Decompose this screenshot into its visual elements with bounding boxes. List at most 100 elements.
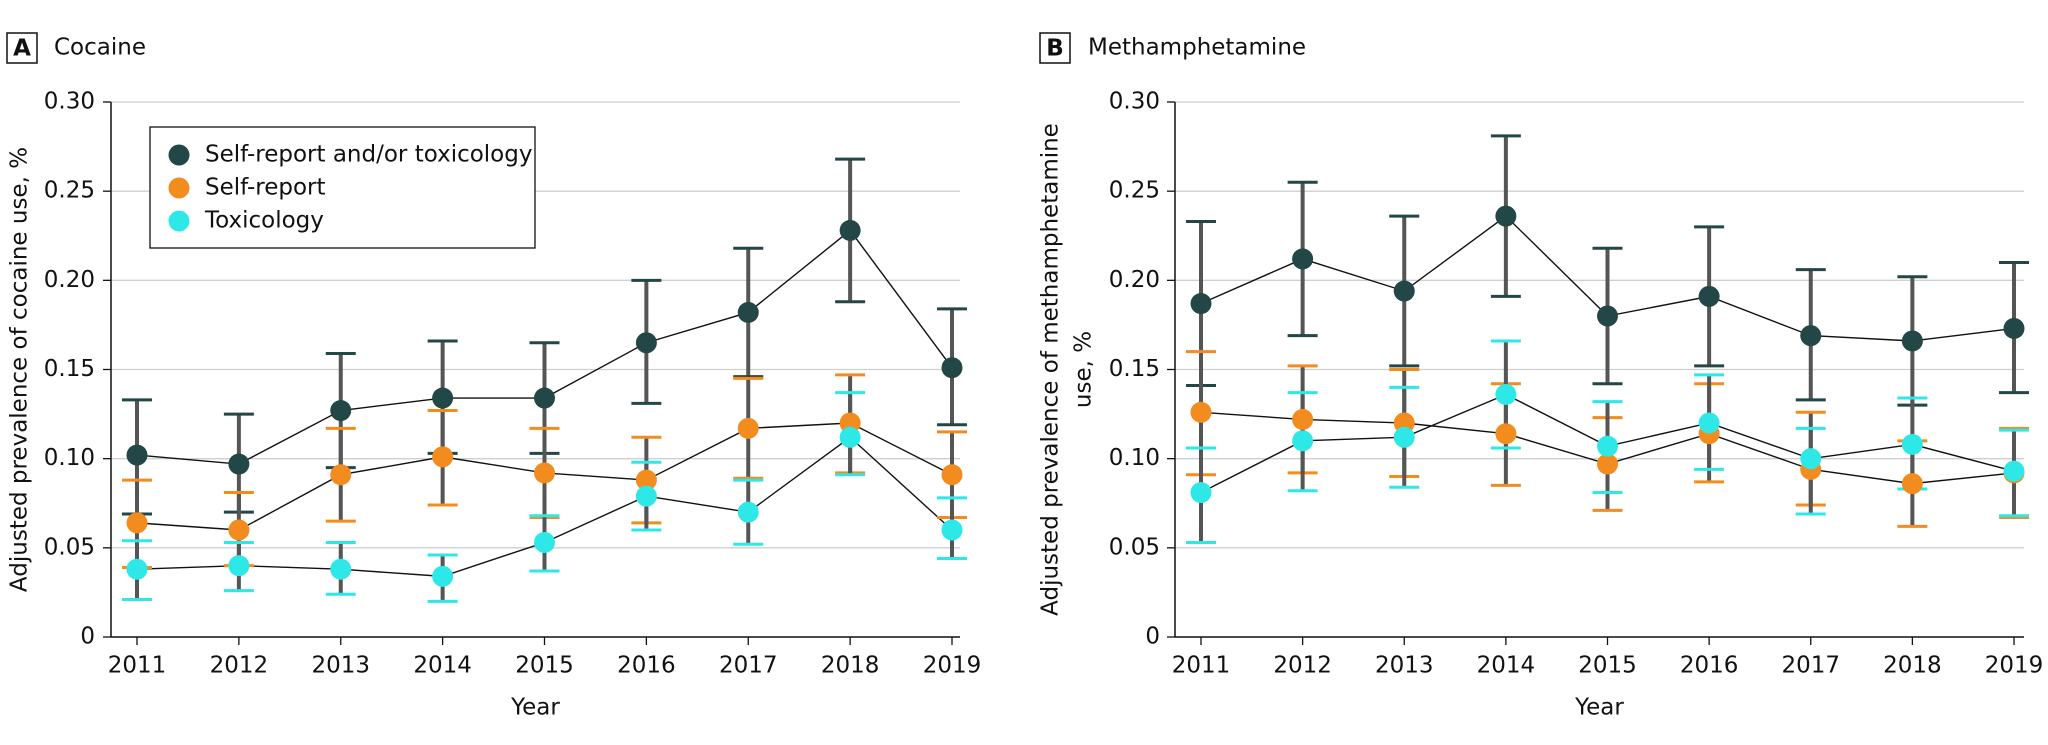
y-axis-label: use, %	[1071, 331, 1097, 408]
marker	[1901, 473, 1923, 495]
x-tick-label: 2011	[1172, 653, 1231, 679]
marker	[1901, 330, 1923, 352]
y-tick-label: 0.20	[44, 267, 95, 293]
x-tick-label: 2013	[1375, 653, 1434, 679]
marker	[2003, 460, 2025, 482]
x-tick-label: 2011	[108, 653, 167, 679]
y-tick-label: 0	[80, 624, 95, 650]
x-tick-label: 2012	[1273, 653, 1332, 679]
y-tick-label: 0.10	[44, 445, 95, 471]
marker	[228, 519, 250, 541]
x-axis-label: Year	[510, 695, 560, 721]
x-tick-label: 2016	[617, 653, 676, 679]
marker	[534, 462, 555, 484]
marker	[1495, 205, 1517, 227]
marker	[1292, 430, 1314, 452]
marker	[330, 400, 352, 422]
marker	[228, 555, 250, 577]
marker	[1393, 426, 1415, 448]
panel: A Cocaine 0 0.05 0.10 0.15 0.20 0.25 0.30 2011 201…	[6, 32, 982, 721]
marker	[228, 453, 250, 475]
panel-box	[6, 32, 38, 64]
x-tick-label: 2014	[1477, 653, 1536, 679]
marker	[534, 531, 555, 553]
marker	[432, 446, 454, 468]
legend-label: Self-report and/or toxicology	[205, 142, 532, 168]
marker	[1698, 285, 1720, 307]
x-tick-label: 2018	[821, 653, 880, 679]
marker	[432, 565, 454, 587]
y-tick-label: 0.15	[44, 356, 95, 382]
marker	[1597, 305, 1618, 327]
x-tick-label: 2015	[1578, 653, 1637, 679]
panel-title: Methamphetamine	[1088, 35, 1306, 61]
marker	[1190, 401, 1212, 423]
marker	[126, 444, 148, 466]
marker	[1190, 293, 1212, 315]
marker	[1800, 325, 1822, 347]
marker	[1800, 448, 1822, 470]
marker	[1190, 482, 1212, 504]
x-tick-label: 2014	[413, 653, 472, 679]
marker	[941, 357, 963, 379]
marker	[2003, 317, 2025, 339]
marker	[1292, 248, 1314, 270]
marker	[1495, 383, 1517, 405]
x-tick-label: 2015	[515, 653, 574, 679]
marker	[635, 469, 657, 491]
marker	[941, 519, 963, 541]
y-tick-label: 0.10	[1109, 445, 1160, 471]
marker	[635, 485, 657, 507]
x-tick-label: 2013	[311, 653, 370, 679]
marker	[432, 387, 454, 409]
panel-box	[1039, 32, 1071, 64]
x-axis-label: Year	[1574, 695, 1624, 721]
y-tick-label: 0.25	[44, 178, 95, 204]
x-tick-label: 2016	[1680, 653, 1739, 679]
legend-marker	[168, 144, 190, 166]
y-tick-label: 0	[1145, 624, 1160, 650]
marker	[737, 417, 759, 439]
legend-marker	[168, 177, 190, 199]
legend-box	[149, 126, 536, 249]
marker	[1901, 433, 1923, 455]
marker	[126, 512, 148, 534]
legend-marker	[168, 210, 190, 232]
marker	[1292, 408, 1314, 430]
marker	[941, 464, 963, 486]
marker	[1495, 423, 1517, 445]
marker	[737, 301, 759, 323]
marker	[330, 464, 352, 486]
panel: B Methamphetamine 0 0.05 0.10 0.15 0.20 0.25 0.3…	[1038, 32, 2044, 721]
x-tick-label: 2017	[1781, 653, 1840, 679]
marker	[126, 558, 148, 580]
x-tick-label: 2017	[719, 653, 778, 679]
y-tick-label: 0.15	[1109, 356, 1160, 382]
y-tick-label: 0.05	[44, 534, 95, 560]
legend-label: Toxicology	[204, 208, 324, 234]
marker	[635, 332, 657, 354]
marker	[839, 426, 861, 448]
y-axis-label: Adjusted prevalence of methamphetamine	[1038, 123, 1064, 616]
y-axis-label: Adjusted prevalence of cocaine use, %	[7, 147, 33, 592]
y-tick-label: 0.30	[1109, 89, 1160, 115]
panel-title: Cocaine	[54, 35, 146, 61]
y-tick-label: 0.25	[1109, 178, 1160, 204]
marker	[330, 558, 352, 580]
panel-letter: A	[13, 36, 31, 62]
marker	[534, 387, 555, 409]
marker	[1597, 435, 1618, 457]
x-tick-label: 2019	[1985, 653, 2044, 679]
panel-letter: B	[1046, 36, 1064, 62]
y-tick-label: 0.05	[1109, 534, 1160, 560]
y-tick-label: 0.30	[44, 89, 95, 115]
marker	[1698, 412, 1720, 434]
legend-label: Self-report	[205, 175, 326, 201]
marker	[839, 219, 861, 241]
marker	[737, 501, 759, 523]
x-tick-label: 2018	[1883, 653, 1942, 679]
marker	[1597, 453, 1618, 475]
x-tick-label: 2012	[210, 653, 269, 679]
x-tick-label: 2019	[923, 653, 982, 679]
